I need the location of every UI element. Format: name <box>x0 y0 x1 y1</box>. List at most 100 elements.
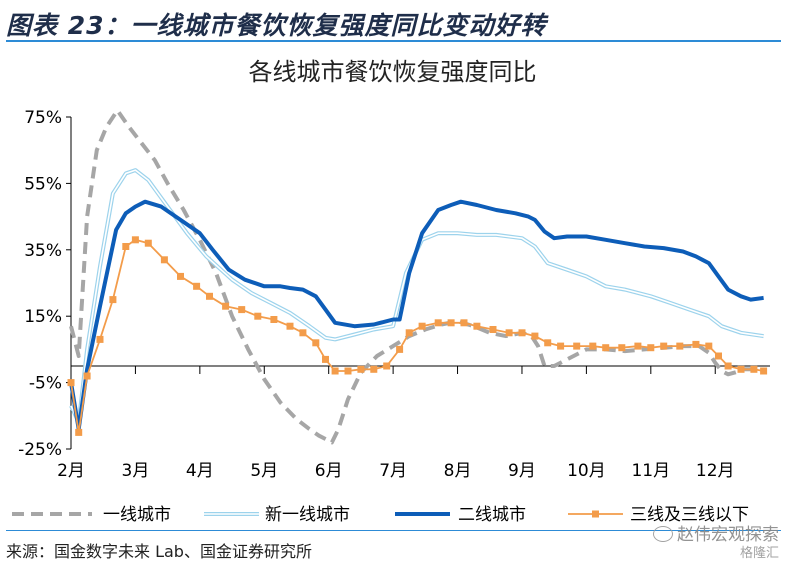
data-point <box>573 342 581 350</box>
y-tick-label: -5% <box>29 374 62 394</box>
data-point <box>206 292 213 300</box>
x-tick-label: 10月 <box>567 461 606 481</box>
data-point <box>67 379 75 387</box>
data-point <box>396 345 404 353</box>
wechat-icon <box>653 526 673 542</box>
series-new-tier1 <box>69 168 764 425</box>
series-line-inner <box>70 169 764 424</box>
data-point <box>131 236 139 244</box>
data-point <box>434 319 442 327</box>
legend-label: 三线及三线以下 <box>630 505 749 525</box>
watermark-text: 赵伟宏观探索 <box>677 525 779 545</box>
watermark-sub: 格隆汇 <box>739 546 779 561</box>
series-tier3-below <box>67 236 768 436</box>
data-point <box>737 365 745 373</box>
data-point <box>760 367 768 375</box>
data-point <box>489 326 497 333</box>
data-point <box>331 367 339 375</box>
data-point <box>750 365 758 373</box>
data-point <box>222 302 230 310</box>
data-point <box>177 272 184 280</box>
data-point <box>312 339 320 347</box>
data-point <box>144 239 152 247</box>
data-point <box>405 329 413 337</box>
data-point <box>676 342 684 350</box>
data-point <box>505 329 513 337</box>
y-tick-label: 55% <box>24 174 62 194</box>
x-tick-label: 8月 <box>444 461 472 481</box>
data-point <box>383 362 391 370</box>
x-tick-label: 9月 <box>508 461 536 481</box>
legend-item-new-tier1: 新一线城市 <box>204 505 350 525</box>
y-tick-label: 15% <box>24 307 62 327</box>
data-point <box>109 296 117 304</box>
legend-item-tier3-below: 三线及三线以下 <box>568 505 749 525</box>
series-line <box>69 168 764 425</box>
data-point <box>370 365 378 373</box>
x-tick-label: 6月 <box>315 461 343 481</box>
data-point <box>286 322 294 330</box>
data-point <box>692 340 700 348</box>
data-point <box>618 344 626 352</box>
data-point <box>357 365 365 373</box>
series-line <box>70 238 764 434</box>
data-point <box>589 342 597 350</box>
figure-title: 图表 23：一线城市餐饮恢复强度同比变动好转 <box>6 11 547 40</box>
series-tier1 <box>69 108 764 445</box>
data-point <box>557 342 565 350</box>
data-point <box>447 319 455 327</box>
data-point <box>83 372 91 380</box>
chart-title: 各线城市餐饮恢复强度同比 <box>248 58 537 86</box>
data-point <box>715 352 722 360</box>
data-point <box>418 322 426 330</box>
series-line <box>69 199 764 432</box>
data-point <box>96 335 104 343</box>
legend-item-tier1: 一线城市 <box>12 505 171 525</box>
y-tick-label: -25% <box>18 440 62 460</box>
x-tick-label: 2月 <box>57 461 85 481</box>
data-point <box>322 355 329 363</box>
data-point <box>193 282 201 290</box>
data-point <box>460 319 468 327</box>
data-point <box>254 312 262 320</box>
data-point <box>299 329 307 337</box>
x-tick-label: 4月 <box>186 461 214 481</box>
data-point <box>238 306 246 314</box>
data-point <box>473 322 481 330</box>
legend-label: 新一线城市 <box>265 505 350 525</box>
data-point <box>75 428 83 436</box>
x-tick-label: 3月 <box>122 461 150 481</box>
data-point <box>544 339 552 347</box>
x-tick-label: 7月 <box>379 461 407 481</box>
legend-label: 一线城市 <box>103 505 171 525</box>
data-point <box>602 344 610 352</box>
x-tick-label: 11月 <box>631 461 670 481</box>
x-tick-label: 5月 <box>250 461 278 481</box>
data-point <box>344 367 352 375</box>
data-point <box>705 342 713 350</box>
data-point <box>270 316 278 323</box>
data-point <box>660 342 668 350</box>
figure-header: 图表 23：一线城市餐饮恢复强度同比变动好转 <box>6 4 781 42</box>
x-axis: 2月 3月 4月 5月 6月 7月 8月 9月 10月 11月 12月 <box>57 365 770 481</box>
data-point <box>160 256 168 264</box>
series-line <box>69 108 764 445</box>
legend-item-tier2: 二线城市 <box>395 505 526 525</box>
data-point <box>518 329 526 337</box>
figure-footer: 来源：国金数字未来 Lab、国金证券研究所 <box>6 530 781 565</box>
legend: 一线城市 新一线城市 二线城市 三线及三线以下 <box>12 505 749 525</box>
source-note: 来源：国金数字未来 Lab、国金证券研究所 <box>6 542 312 561</box>
legend-label: 二线城市 <box>458 505 526 525</box>
data-point <box>634 342 642 350</box>
data-point <box>724 362 732 370</box>
series-tier2 <box>69 199 764 432</box>
legend-marker <box>592 510 599 518</box>
data-point <box>122 243 130 250</box>
data-point <box>647 344 655 352</box>
y-axis: -25% -5% 15% 35% 55% 75% <box>18 108 72 460</box>
series-lines <box>67 108 768 445</box>
data-point <box>531 332 539 340</box>
watermark: 赵伟宏观探索 格隆汇 <box>653 520 779 561</box>
x-tick-label: 12月 <box>696 461 735 481</box>
